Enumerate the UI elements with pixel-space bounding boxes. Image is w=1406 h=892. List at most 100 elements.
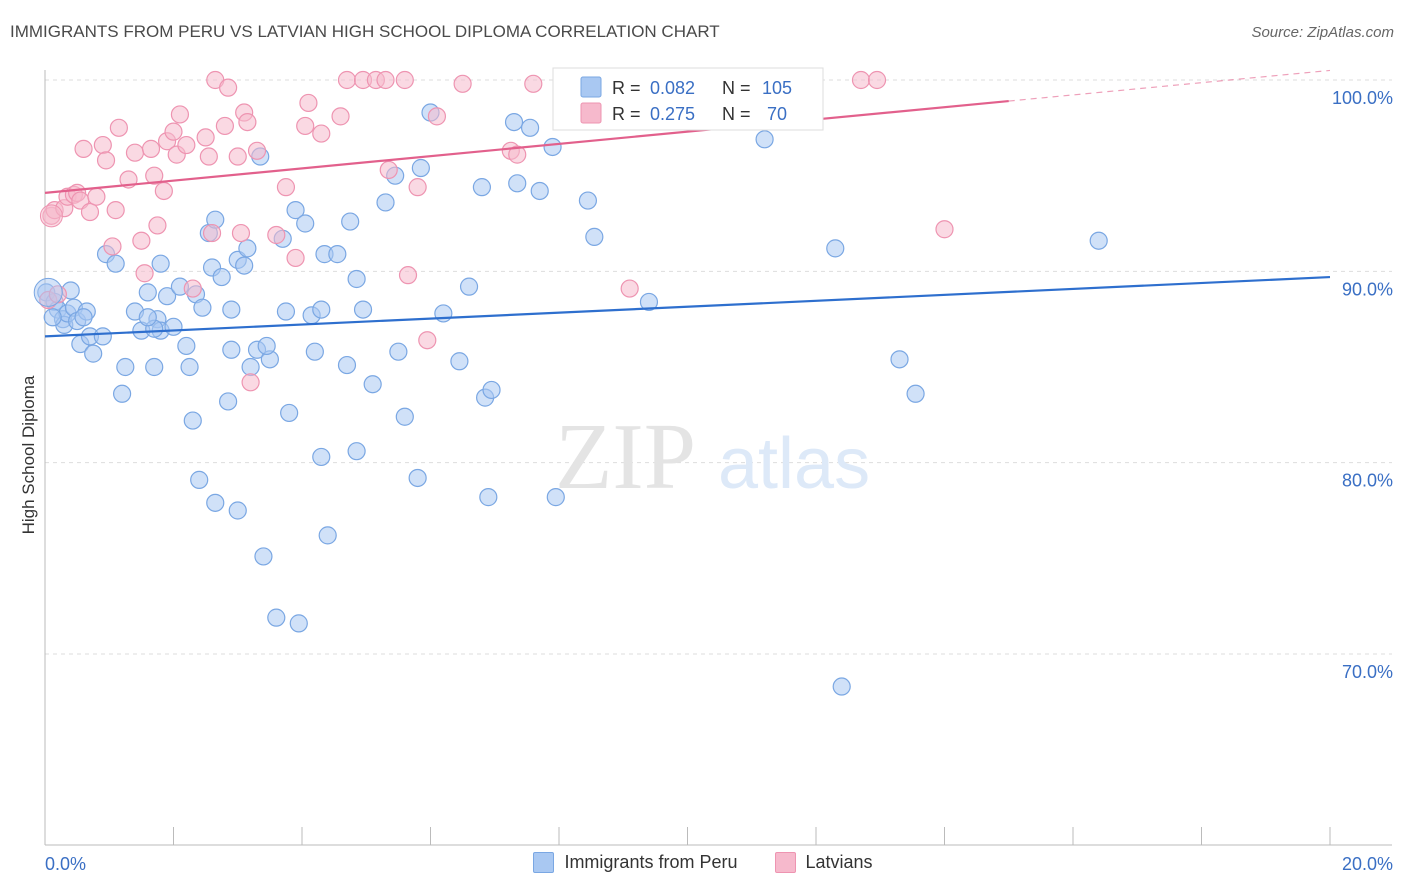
peru-point <box>341 212 360 231</box>
latvian-point <box>453 74 472 93</box>
peru-point <box>43 308 62 327</box>
peru-point <box>183 411 202 430</box>
peru-point <box>639 292 659 312</box>
peru-point <box>84 344 103 363</box>
latvian-point <box>524 74 543 93</box>
peru-point <box>106 254 125 273</box>
peru-point <box>33 277 63 307</box>
peru-point <box>347 442 366 461</box>
latvian-point <box>267 225 286 245</box>
peru-point <box>472 178 491 197</box>
latvian-point <box>39 204 63 228</box>
legend-swatch-latvians <box>580 102 602 124</box>
peru-point <box>254 547 273 566</box>
peru-point <box>318 526 337 545</box>
latvian-point <box>395 70 414 90</box>
latvian-point <box>331 107 350 126</box>
peru-point <box>389 342 408 361</box>
latvian-point <box>231 223 251 243</box>
latvian-point <box>238 112 257 132</box>
legend-n-label-peru: N = <box>722 78 751 98</box>
y-tick-label: 70.0% <box>1342 662 1393 682</box>
latvian-point <box>398 266 418 285</box>
latvian-point <box>106 201 125 220</box>
latvian-point <box>164 122 183 141</box>
peru-point <box>206 493 225 512</box>
legend-r-label-latvians: R = <box>612 104 641 124</box>
legend-swatch-icon <box>533 852 555 873</box>
peru-point <box>906 384 925 403</box>
latvian-point <box>935 220 954 239</box>
peru-point <box>276 302 296 321</box>
peru-point <box>755 130 774 149</box>
peru-point <box>890 350 909 369</box>
peru-point <box>138 308 157 327</box>
peru-point <box>337 355 357 375</box>
latvian-point <box>296 116 315 136</box>
peru-point <box>74 308 93 327</box>
latvian-point <box>228 147 247 166</box>
latvian-point <box>376 70 395 90</box>
latvian-point <box>219 78 238 97</box>
latvian-point <box>103 237 122 256</box>
peru-point <box>219 392 238 411</box>
peru-point <box>116 357 135 377</box>
legend-r-value-peru: 0.082 <box>650 78 695 98</box>
peru-point <box>411 158 430 178</box>
legend-item-latvians[interactable]: Latvians <box>774 852 873 873</box>
peru-point <box>145 357 164 377</box>
peru-point <box>504 112 524 132</box>
peru-point <box>585 227 604 246</box>
latvian-point <box>135 264 154 283</box>
peru-point <box>212 267 231 287</box>
peru-point <box>353 300 373 319</box>
peru-point <box>508 174 527 193</box>
latvian-point <box>851 70 871 90</box>
latvian-point <box>183 279 202 298</box>
latvian-point <box>125 143 145 162</box>
peru-point <box>222 300 241 319</box>
peru-point <box>434 304 453 323</box>
peru-point <box>450 352 469 371</box>
x-tick-label-max: 20.0% <box>1342 854 1393 874</box>
watermark-zip: ZIP <box>555 405 696 509</box>
peru-point <box>347 269 366 289</box>
peru-point <box>112 384 132 403</box>
peru-point <box>222 340 241 359</box>
chart-title: IMMIGRANTS FROM PERU VS LATVIAN HIGH SCH… <box>10 22 720 41</box>
latvian-point <box>867 70 887 90</box>
latvian-point <box>109 118 128 137</box>
y-axis-label: High School Diploma <box>19 375 38 534</box>
y-tick-label: 80.0% <box>1342 471 1393 491</box>
latvian-point <box>199 147 218 166</box>
peru-point <box>530 181 549 201</box>
peru-point <box>578 191 598 210</box>
latvian-point <box>170 105 190 124</box>
watermark-atlas: atlas <box>718 424 870 504</box>
latvian-point <box>145 166 164 185</box>
latvian-point <box>427 107 447 126</box>
latvian-point <box>312 124 331 143</box>
legend-n-label-latvians: N = <box>722 104 751 124</box>
peru-point <box>543 137 562 157</box>
latvian-point <box>177 135 196 155</box>
latvian-point <box>202 223 222 243</box>
legend-r-value-latvians: 0.275 <box>650 104 695 124</box>
latvian-point <box>620 279 639 298</box>
latvian-point <box>154 181 173 201</box>
x-tick-label-min: 0.0% <box>45 854 86 874</box>
peru-point <box>312 300 331 319</box>
legend-item-peru[interactable]: Immigrants from Peru <box>533 852 737 873</box>
peru-point <box>280 403 299 423</box>
latvian-point <box>408 178 427 197</box>
peru-point <box>257 336 276 356</box>
peru-point <box>157 287 177 306</box>
y-tick-label: 100.0% <box>1332 88 1393 108</box>
peru-point <box>312 447 331 467</box>
peru-point <box>241 357 260 377</box>
latvian-point <box>141 139 161 158</box>
peru-point <box>289 614 308 633</box>
peru-point <box>363 375 382 394</box>
peru-point <box>826 239 845 258</box>
axes: 100.0% 90.0% 80.0% 70.0% 0.0% 20.0% <box>44 70 1393 874</box>
